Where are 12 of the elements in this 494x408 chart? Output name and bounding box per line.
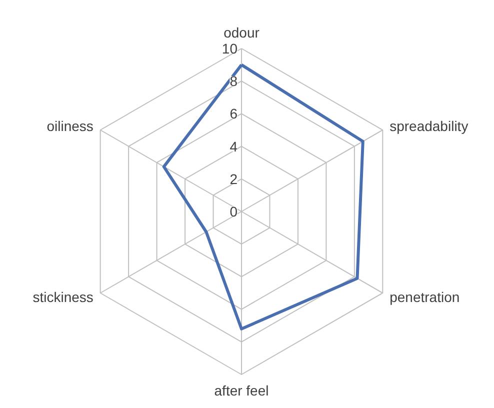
spoke-label: penetration [390, 289, 460, 305]
y-tick-label: 10 [222, 40, 238, 56]
spoke-label: spreadability [390, 118, 468, 134]
spoke-label: oiliness [46, 118, 94, 134]
spoke-label: odour [224, 24, 260, 40]
y-tick-label: 2 [230, 170, 238, 187]
y-tick-label: 4 [230, 138, 238, 154]
spoke-label: stickiness [32, 289, 94, 305]
spoke-label: after feel [214, 382, 269, 398]
y-tick-label: 0 [230, 204, 238, 220]
y-tick-label: 8 [230, 73, 238, 90]
y-tick-label: 6 [230, 106, 238, 122]
